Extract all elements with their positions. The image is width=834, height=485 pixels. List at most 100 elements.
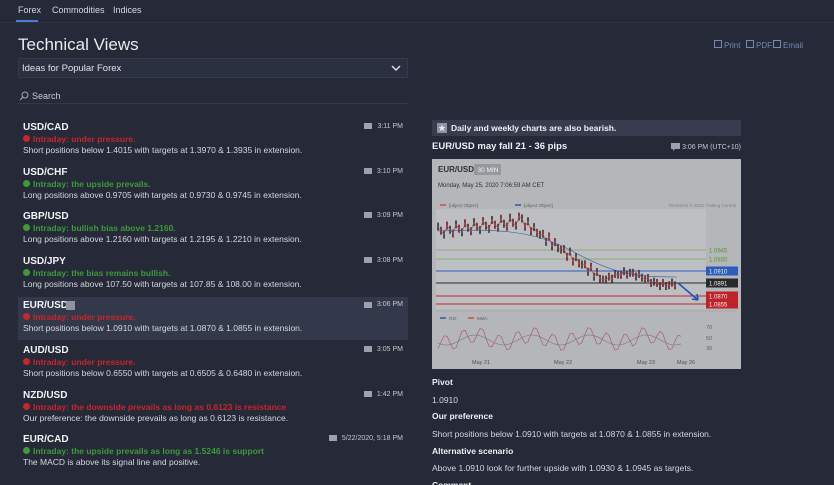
section-text: Short positions below 1.0910 with target… xyxy=(432,428,712,439)
description: Our preference: the downside prevails as… xyxy=(23,412,289,423)
signal-icon xyxy=(23,135,30,142)
tab[interactable]: Indices xyxy=(113,5,142,15)
forecast-arrow xyxy=(677,282,699,301)
section-heading: Pivot xyxy=(432,377,453,387)
symbol: USD/CHF xyxy=(23,166,68,178)
symbol: NZD/USD xyxy=(23,389,68,401)
comment-icon xyxy=(671,143,681,151)
ma-line xyxy=(437,216,676,287)
legend-label: [object Object] xyxy=(449,203,478,208)
description: Short positions below 1.4015 with target… xyxy=(23,145,303,155)
signal: Intraday: the upside prevails. xyxy=(33,178,151,189)
time-text: 1:42 PM xyxy=(376,390,403,398)
idea-row[interactable]: USD/CAD 3:11 PM Intraday: under pressure. S… xyxy=(18,119,408,162)
time: 3:11 PM xyxy=(364,123,403,130)
date-label: May 22 xyxy=(554,360,572,366)
timeframe: 30 MIN xyxy=(478,167,499,174)
time-text: 3:06 PM xyxy=(376,301,403,309)
signal: Intraday: bullish bias above 1.2160. xyxy=(33,223,176,234)
action-label: Print xyxy=(724,41,741,50)
time-text: 3:10 PM xyxy=(376,167,403,175)
action-link[interactable]: PDF xyxy=(746,40,772,50)
comment-icon xyxy=(328,435,337,442)
time: 5/22/2020, 5:18 PM xyxy=(328,435,403,442)
signal-icon xyxy=(23,179,30,187)
signal-icon xyxy=(23,402,30,410)
comment-icon xyxy=(364,123,373,130)
rsi-tick: 70 xyxy=(706,325,712,331)
symbol: USD/JPY xyxy=(23,255,66,267)
signal-icon xyxy=(23,268,30,276)
level-box xyxy=(706,266,738,276)
ma50-line xyxy=(437,229,678,278)
idea-row[interactable]: NZD/USD 1:42 PM Intraday: the downside pre… xyxy=(18,387,408,430)
dropdown[interactable]: Ideas for Popular Forex xyxy=(18,58,408,78)
tab-underline xyxy=(16,20,38,22)
legend-label: [object Object] xyxy=(524,203,553,208)
star-icon xyxy=(66,301,75,311)
action-link[interactable]: Print xyxy=(714,40,740,50)
section-heading: Our preference xyxy=(432,411,493,422)
symbol: AUD/USD xyxy=(23,345,69,356)
section-text: Above 1.0910 look for further upside wit… xyxy=(432,463,694,474)
description: Long positions above 107.50 with targets… xyxy=(23,278,302,289)
time: 1:42 PM xyxy=(363,390,403,398)
symbol: EUR/CAD xyxy=(23,434,69,446)
comment-icon xyxy=(363,301,372,308)
level-label: 1.0891 xyxy=(709,282,728,288)
description: Long positions above 1.2160 with targets… xyxy=(23,234,302,245)
search-placeholder: Search xyxy=(32,91,61,101)
dropdown-label: Ideas for Popular Forex xyxy=(22,63,122,74)
timeframe-box xyxy=(474,164,501,175)
idea-row[interactable]: USD/CHF 3:10 PM Intraday: the upside preva… xyxy=(18,164,408,207)
section-text: 1.0910 xyxy=(432,394,458,405)
idea-row[interactable]: USD/JPY 3:08 PM Intraday: the bias remains… xyxy=(18,253,408,296)
rsi-tick: 50 xyxy=(706,336,712,342)
time: 3:10 PM xyxy=(363,167,403,175)
idea-row[interactable]: GBP/USD 3:09 PM Intraday: bullish bias abo… xyxy=(18,208,408,251)
symbol: EUR/USD xyxy=(23,300,69,312)
page-title: Technical Views xyxy=(18,35,139,54)
action-link[interactable]: Email xyxy=(773,40,803,50)
level-label: 1.0945 xyxy=(709,249,728,255)
comment-icon xyxy=(363,212,372,219)
signal: Intraday: the bias remains bullish. xyxy=(33,267,171,278)
date-label: May 23 xyxy=(637,360,655,366)
date-label: May 26 xyxy=(677,360,695,366)
signal-icon xyxy=(23,447,30,455)
time: 3:09 PM xyxy=(363,212,403,220)
search-icon xyxy=(19,91,29,101)
tab[interactable]: Commodities xyxy=(52,5,105,15)
section-heading: Comment xyxy=(432,480,471,485)
banner-text: Daily and weekly charts are also bearish… xyxy=(451,123,617,133)
level-label: 1.0855 xyxy=(709,303,728,309)
mma-line xyxy=(437,334,682,346)
tab-divider xyxy=(0,22,834,23)
search-box[interactable]: Search xyxy=(18,88,408,104)
signal: Intraday: under pressure. xyxy=(33,134,136,144)
time-text: 3:09 PM xyxy=(376,212,403,220)
description: Short positions below 1.0910 with target… xyxy=(23,323,303,334)
star-icon xyxy=(437,123,447,133)
dim-overlay xyxy=(432,159,741,369)
idea-row[interactable]: AUD/USD 3:05 PM Intraday: under pressure. S… xyxy=(18,342,408,385)
indicator-label: MMA xyxy=(477,316,488,321)
detail-time-text: 3:06 PM (UTC+10) xyxy=(682,143,741,151)
chart-date: Monday, May 25, 2020 7:06:59 AM CET xyxy=(438,183,545,189)
rsi-line xyxy=(437,327,682,351)
comment-icon xyxy=(363,256,372,263)
indicator-label: RSI xyxy=(449,316,457,321)
signal-icon xyxy=(23,358,30,365)
action-icon xyxy=(714,40,722,48)
description: The MACD is above its signal line and po… xyxy=(23,457,201,468)
description: Long positions above 0.9705 with targets… xyxy=(23,189,302,200)
chart-symbol: EUR/USD xyxy=(438,165,474,174)
idea-row[interactable]: EUR/USD 3:06 PM Intraday: under pressure. S… xyxy=(18,297,408,341)
tab[interactable]: Forex xyxy=(18,5,42,15)
action-icon xyxy=(746,40,754,48)
idea-row[interactable]: EUR/CAD 5/22/2020, 5:18 PM Intraday: the u… xyxy=(18,431,408,474)
level-label: 1.0910 xyxy=(709,270,728,276)
chevron xyxy=(391,65,401,72)
